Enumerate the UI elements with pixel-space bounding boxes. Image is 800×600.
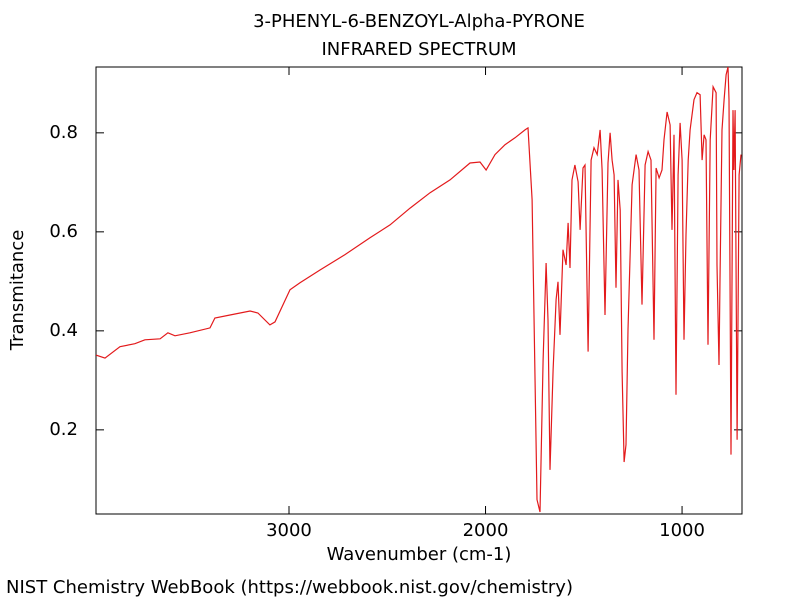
spectrum-line [96,67,742,513]
x-tick-label: 1000 [659,520,705,541]
y-tick-label: 0.6 [49,221,78,242]
chart-title: 3-PHENYL-6-BENZOYL-Alpha-PYRONE [253,11,585,32]
y-tick-label: 0.2 [49,419,78,440]
chart-subtitle: INFRARED SPECTRUM [321,39,516,60]
y-tick-label: 0.4 [49,320,78,341]
y-tick-label: 0.8 [49,122,78,143]
plot-frame [95,66,743,515]
x-tick-label: 3000 [266,520,312,541]
y-axis-label: Transmitance [7,230,28,352]
x-axis-label: Wavenumber (cm-1) [327,544,512,565]
x-tick-label: 2000 [463,520,509,541]
footer: NIST Chemistry WebBook (https://webbook.… [6,577,573,598]
